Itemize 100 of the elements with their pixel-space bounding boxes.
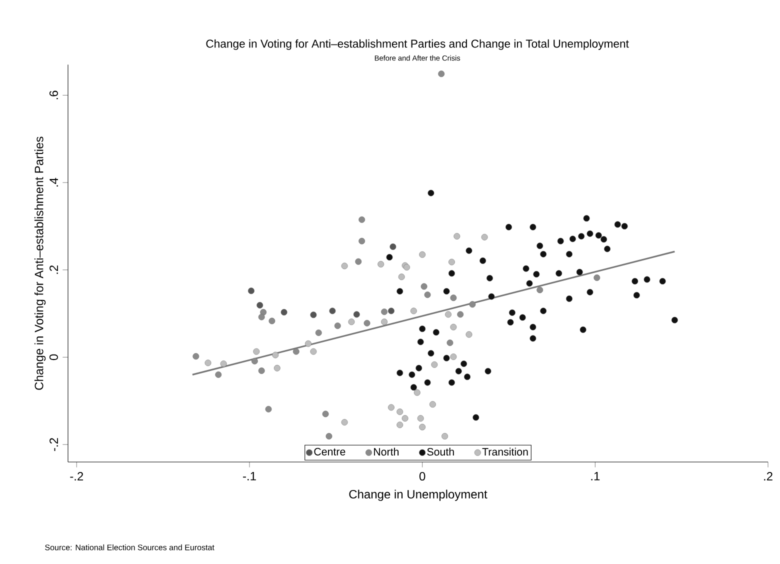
y-tick-label: .2: [50, 265, 58, 274]
point: [258, 368, 265, 374]
point: [417, 415, 424, 422]
x-tick-label: .2: [764, 472, 772, 480]
point: [671, 316, 678, 324]
point: [632, 278, 638, 284]
x-axis-title: Change in Unemployment: [349, 490, 488, 501]
point: [530, 224, 536, 230]
point: [621, 223, 628, 230]
point: [408, 371, 416, 378]
point: [358, 216, 366, 223]
point: [310, 312, 317, 318]
point: [381, 308, 388, 315]
point: [248, 288, 254, 294]
point: [416, 364, 422, 372]
legend-label: South: [427, 448, 454, 456]
point: [644, 276, 650, 283]
x-tick-label: .1: [591, 472, 600, 480]
legend-label: North: [374, 448, 399, 456]
point: [396, 288, 404, 294]
point: [469, 301, 476, 308]
point: [402, 415, 408, 422]
point: [410, 308, 417, 314]
point: [442, 433, 448, 440]
point: [533, 271, 540, 278]
point: [448, 379, 455, 386]
point: [450, 324, 457, 330]
point: [460, 360, 468, 367]
point: [334, 322, 341, 329]
point: [569, 236, 576, 242]
point: [454, 233, 460, 240]
x-tick-label: -.1: [243, 472, 256, 480]
point: [450, 294, 457, 302]
point: [450, 354, 457, 360]
point: [466, 247, 472, 254]
point: [353, 311, 360, 318]
point: [326, 433, 332, 440]
point: [305, 340, 312, 347]
point: [310, 348, 317, 355]
point: [586, 230, 594, 237]
point: [472, 414, 480, 421]
point: [417, 338, 424, 346]
point: [457, 311, 464, 318]
point: [268, 318, 276, 324]
point: [557, 238, 564, 244]
point: [364, 320, 370, 326]
chart-title: Change in Voting for Anti–establishment Parties and Change in Total Unemployment: [206, 39, 629, 50]
y-axis-title: Change in Voting for Anti–establishment Parties: [34, 136, 46, 390]
point: [378, 261, 384, 268]
point: [428, 190, 434, 196]
point: [455, 368, 462, 374]
point: [265, 406, 272, 412]
point: [398, 274, 405, 280]
point: [419, 251, 426, 258]
legend-label: Centre: [314, 448, 346, 456]
point: [348, 318, 355, 326]
point: [586, 288, 594, 296]
point: [530, 324, 536, 330]
point: [315, 330, 322, 336]
point: [445, 311, 452, 318]
point: [556, 270, 562, 277]
point: [429, 401, 436, 408]
point: [464, 374, 470, 380]
point: [424, 292, 431, 298]
point: [600, 236, 608, 243]
point: [420, 283, 428, 290]
source-note: Source: National Election Sources and Eurostat: [45, 544, 214, 550]
point: [220, 360, 227, 367]
point: [594, 274, 600, 281]
point: [381, 318, 388, 326]
y-tick-label: -.2: [50, 438, 58, 451]
point: [256, 302, 264, 308]
point: [419, 424, 426, 430]
point: [274, 364, 280, 372]
point: [443, 288, 450, 294]
point: [388, 308, 394, 314]
point: [390, 244, 396, 250]
point: [448, 258, 455, 266]
point: [614, 221, 621, 228]
point: [292, 348, 300, 355]
point: [540, 250, 547, 258]
point: [526, 280, 533, 287]
point: [414, 389, 420, 396]
point: [536, 242, 544, 250]
legend-label: Transition: [482, 448, 528, 456]
point: [419, 326, 426, 332]
point: [251, 358, 258, 364]
point: [431, 361, 438, 368]
point: [341, 419, 348, 426]
point: [536, 286, 544, 294]
point: [488, 293, 495, 300]
point: [424, 379, 431, 386]
point: [388, 404, 394, 411]
x-tick-label: 0: [419, 472, 426, 481]
point: [604, 246, 610, 252]
point: [583, 215, 590, 222]
point: [428, 350, 434, 356]
point: [506, 224, 512, 230]
y-tick-label: .4: [50, 178, 58, 186]
x-tick-label: -.2: [70, 472, 84, 480]
